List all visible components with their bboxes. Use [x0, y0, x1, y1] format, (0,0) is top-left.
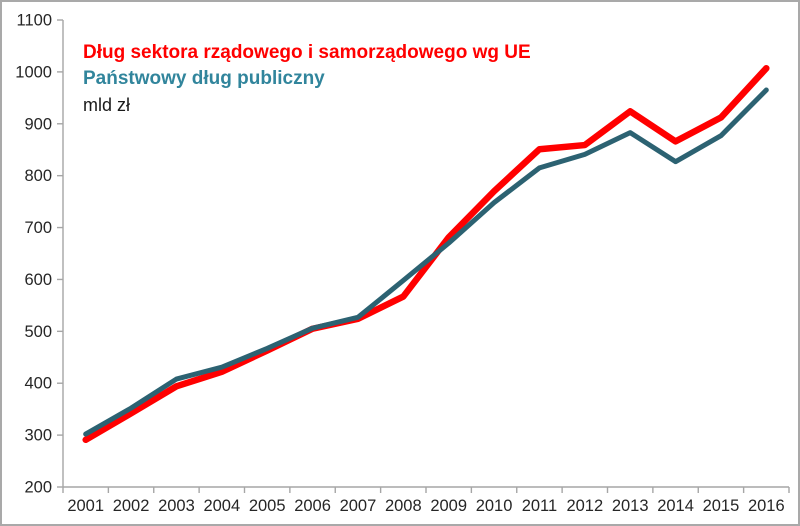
x-axis-tick-label: 2013	[612, 497, 649, 515]
y-axis-tick-label: 1000	[15, 63, 52, 81]
series-line-1	[83, 87, 769, 437]
x-axis-tick-label: 2016	[748, 497, 785, 515]
y-axis-tick-label: 300	[24, 427, 52, 445]
x-axis-tick-label: 2005	[249, 497, 286, 515]
y-axis-tick-label: 200	[24, 479, 52, 497]
x-axis-tick-label: 2004	[203, 497, 240, 515]
chart-legend: Dług sektora rządowego i samorządowego w…	[83, 40, 531, 118]
x-axis-tick-label: 2009	[430, 497, 467, 515]
y-axis-tick-label: 1100	[17, 12, 52, 30]
y-axis-tick-label: 800	[24, 167, 52, 185]
x-axis-tick-label: 2010	[476, 497, 513, 515]
y-axis-tick-label: 900	[24, 115, 52, 133]
legend-series-red-label: Dług sektora rządowego i samorządowego w…	[83, 42, 531, 63]
x-axis-tick-label: 2003	[158, 497, 195, 515]
x-axis-tick-label: 2002	[113, 497, 150, 515]
x-axis-tick-label: 2014	[657, 497, 694, 515]
x-axis-tick-label: 2007	[340, 497, 377, 515]
y-axis-tick-label: 700	[24, 219, 52, 237]
x-axis-tick-label: 2015	[703, 497, 740, 515]
y-axis-tick-label: 400	[24, 375, 52, 393]
x-axis-tick-label: 2008	[385, 497, 422, 515]
legend-series-teal-label: Państwowy dług publiczny	[83, 68, 325, 89]
x-axis-tick-label: 2012	[566, 497, 603, 515]
y-axis-tick-label: 500	[24, 323, 52, 341]
y-axis-tick-label: 600	[24, 271, 52, 289]
x-axis-tick-label: 2011	[522, 497, 557, 515]
x-axis-tick-label: 2001	[67, 497, 104, 515]
series-line-0	[82, 65, 770, 444]
x-axis-tick-label: 2006	[294, 497, 331, 515]
unit-label: mld zł	[83, 95, 131, 115]
